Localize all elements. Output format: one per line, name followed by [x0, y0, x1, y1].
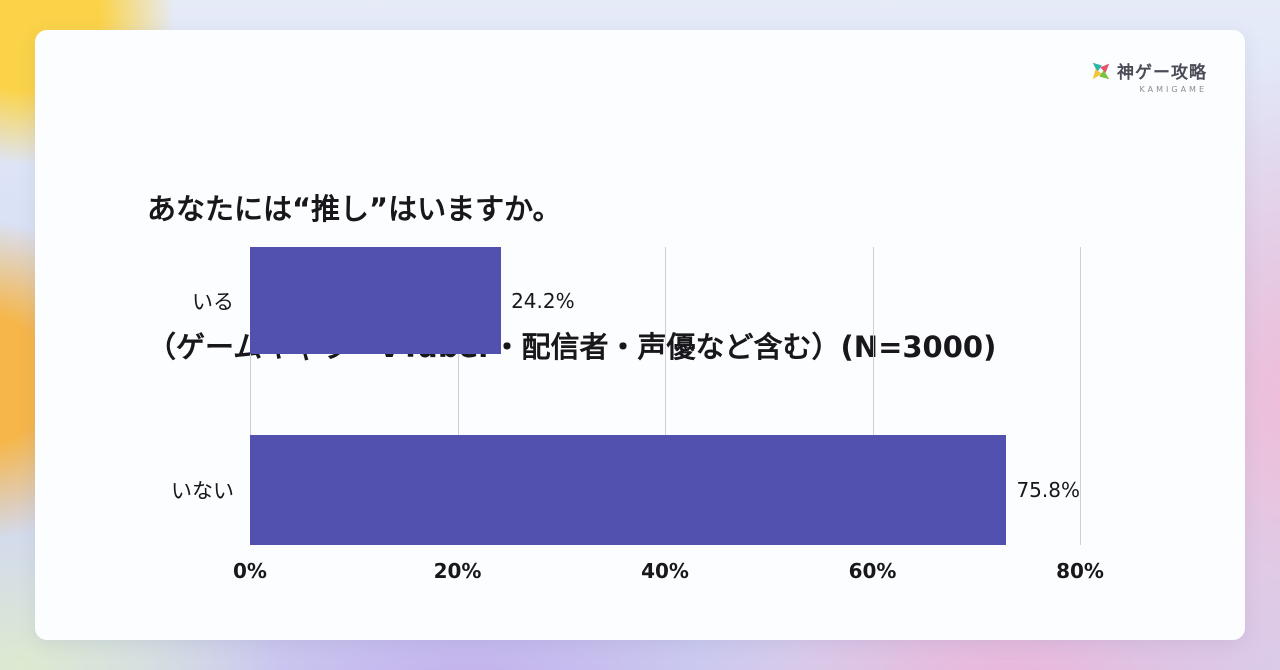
x-tick-label: 40% [641, 559, 689, 583]
chart-card: 神ゲー攻略 KAMIGAME あなたには“推し”はいますか。 （ゲームキャラ・V… [35, 30, 1245, 640]
x-tick-label: 20% [433, 559, 482, 583]
logo-sub-text: KAMIGAME [1139, 85, 1207, 94]
value-label-inai: 75.8% [1016, 478, 1080, 502]
chart-title-line1: あなたには“推し”はいますか。 [147, 192, 562, 226]
value-label-iru: 24.2% [511, 288, 575, 313]
category-label-iru: いる [192, 289, 234, 314]
x-tick-label: 80% [1056, 559, 1104, 583]
logo-brand-text: 神ゲー攻略 [1117, 63, 1207, 83]
gridline [457, 247, 459, 545]
gridline [1080, 247, 1081, 545]
bar-iru [250, 247, 502, 354]
bar-row-inai: いない 75.8% [171, 435, 1080, 545]
gridline [250, 247, 251, 545]
x-axis-ticks: 0% 20% 40% 60% 80% [233, 559, 1104, 585]
category-label-inai: いない [171, 479, 234, 503]
x-tick-label: 0% [233, 559, 267, 583]
x-tick-label: 60% [848, 559, 897, 583]
kamigame-logo-icon [1090, 60, 1112, 82]
plot-area: いる 24.2% いない 75.8% 0% 20% 40% 60% 80% [171, 247, 1104, 583]
bar-row-iru: いる 24.2% [192, 247, 1080, 354]
bar-inai [250, 435, 1007, 545]
gridline [665, 247, 666, 545]
kamigame-logo: 神ゲー攻略 KAMIGAME [1090, 58, 1207, 94]
gridline [872, 247, 874, 545]
